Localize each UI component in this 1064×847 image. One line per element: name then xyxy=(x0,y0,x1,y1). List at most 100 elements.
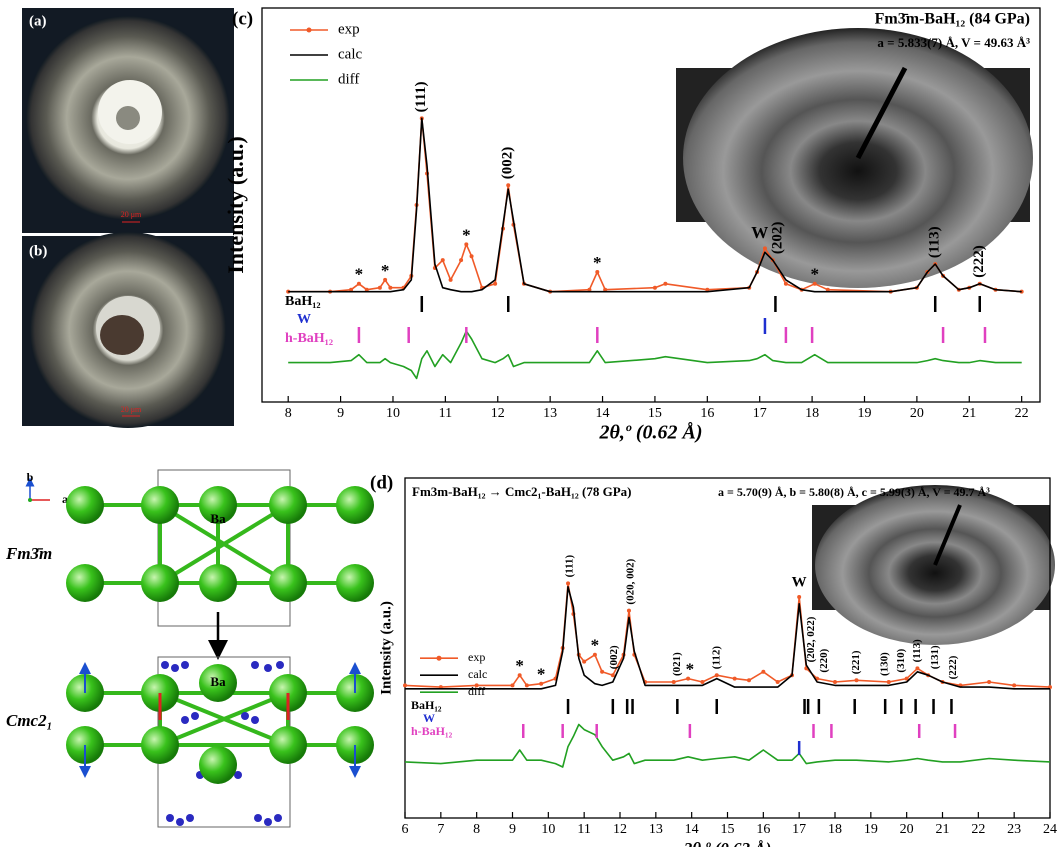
panel-label: (a) xyxy=(29,13,47,29)
peak-marker: * xyxy=(381,261,390,280)
x-tick-label: 13 xyxy=(543,406,557,421)
data-point xyxy=(403,683,407,687)
x-tick-label: 13 xyxy=(649,822,663,837)
data-point xyxy=(611,673,615,677)
x-tick-label: 22 xyxy=(971,822,985,837)
x-tick-label: 21 xyxy=(962,406,976,421)
data-point xyxy=(672,680,676,684)
data-point xyxy=(506,183,510,187)
x-tick-label: 20 xyxy=(910,406,924,421)
panel-label: (c) xyxy=(232,8,253,29)
data-point xyxy=(833,680,837,684)
data-point xyxy=(663,282,667,286)
legend-label: exp xyxy=(468,650,485,664)
data-point xyxy=(700,680,704,684)
reflection-label: BaH₁₂ xyxy=(285,294,321,309)
peak-label: (130) xyxy=(879,652,891,676)
peak-label: W xyxy=(792,574,807,590)
x-tick-label: 14 xyxy=(685,822,699,837)
data-point xyxy=(887,680,891,684)
data-point xyxy=(776,680,780,684)
x-tick-label: 17 xyxy=(753,406,767,421)
chart-title: Fm3̄m-BaH₁₂ (84 GPa) xyxy=(875,11,1030,28)
x-tick-label: 19 xyxy=(864,822,878,837)
data-point xyxy=(715,673,719,677)
peak-label: (222) xyxy=(947,655,959,679)
peak-marker: * xyxy=(515,656,524,675)
legend-label: calc xyxy=(468,667,487,681)
chart-subtitle: a = 5.70(9) Å, b = 5.80(8) Å, c = 5.99(3… xyxy=(718,485,990,499)
reflection-label: W xyxy=(297,312,311,327)
x-tick-label: 9 xyxy=(337,406,344,421)
series-line xyxy=(288,331,1022,378)
data-point xyxy=(459,258,463,262)
data-point xyxy=(855,678,859,682)
legend-label: diff xyxy=(338,71,359,87)
x-tick-label: 8 xyxy=(473,822,480,837)
x-tick-label: 17 xyxy=(792,822,806,837)
phase-label: Fm3̄m xyxy=(5,544,52,563)
reflection-label: h-BaH₁₂ xyxy=(285,331,333,346)
x-tick-label: 15 xyxy=(721,822,735,837)
data-point xyxy=(747,678,751,682)
chart-subtitle: a = 5.833(7) Å, V = 49.63 Å³ xyxy=(877,35,1030,50)
xrd-image-d xyxy=(812,485,1055,645)
x-tick-label: 11 xyxy=(439,406,452,421)
atom-label: Ba xyxy=(210,674,226,689)
x-tick-label: 19 xyxy=(857,406,871,421)
x-tick-label: 12 xyxy=(491,406,505,421)
x-tick-label: 9 xyxy=(509,822,516,837)
chart-title: Fm3m-BaH₁₂ → Cmc2₁-BaH₁₂ (78 GPa) xyxy=(412,484,632,499)
peak-label: (222) xyxy=(971,245,987,278)
peak-label: (112) xyxy=(710,646,722,670)
x-tick-label: 18 xyxy=(828,822,842,837)
data-point xyxy=(600,670,604,674)
data-point xyxy=(582,660,586,664)
x-tick-label: 10 xyxy=(541,822,555,837)
peak-marker: * xyxy=(462,225,471,244)
data-point xyxy=(449,278,453,282)
figure: (a) 20 μm (b) 20 μm b a Fm3̄m Cmc2₁ xyxy=(0,0,1064,847)
peak-label: (020, 002) xyxy=(624,558,636,604)
legend-label: diff xyxy=(468,684,485,698)
data-point xyxy=(378,286,382,290)
peak-label: (310) xyxy=(895,648,907,672)
data-point xyxy=(653,286,657,290)
y-axis-label: Intensity (a.u.) xyxy=(378,601,394,695)
series-line xyxy=(405,725,1050,768)
reflection-label: W xyxy=(423,711,435,725)
phase-label: Cmc2₁ xyxy=(6,711,53,730)
legend-marker xyxy=(307,28,312,33)
x-axis-label: 2θ,º (0.62 Å) xyxy=(683,839,772,847)
x-tick-label: 8 xyxy=(285,406,292,421)
x-tick-label: 15 xyxy=(648,406,662,421)
legend-marker xyxy=(437,656,442,661)
peak-marker: * xyxy=(591,636,600,655)
peak-label: (002) xyxy=(608,645,620,669)
panel-label: (b) xyxy=(29,243,47,259)
reflection-label: BaH₁₂ xyxy=(411,698,442,712)
peak-label: (111) xyxy=(563,554,575,577)
data-point xyxy=(566,581,570,585)
x-tick-label: 16 xyxy=(700,406,714,421)
data-point xyxy=(733,677,737,681)
x-tick-label: 18 xyxy=(805,406,819,421)
x-tick-label: 6 xyxy=(402,822,409,837)
peak-label: W xyxy=(751,223,768,242)
peak-label: (111) xyxy=(413,81,429,112)
data-point xyxy=(761,670,765,674)
x-tick-label: 23 xyxy=(1007,822,1021,837)
peak-label: (220) xyxy=(818,648,830,672)
axis-label: b xyxy=(27,470,34,484)
x-tick-label: 11 xyxy=(577,822,590,837)
x-tick-label: 12 xyxy=(613,822,627,837)
data-point xyxy=(784,282,788,286)
x-tick-label: 21 xyxy=(936,822,950,837)
peak-marker: * xyxy=(537,665,546,684)
data-point xyxy=(525,683,529,687)
peak-marker: * xyxy=(593,253,602,272)
scale-label: 20 μm xyxy=(121,405,142,414)
peak-label: (113) xyxy=(927,226,943,258)
y-axis-label: Intensity (a.u.) xyxy=(223,136,248,274)
data-point xyxy=(763,246,767,250)
